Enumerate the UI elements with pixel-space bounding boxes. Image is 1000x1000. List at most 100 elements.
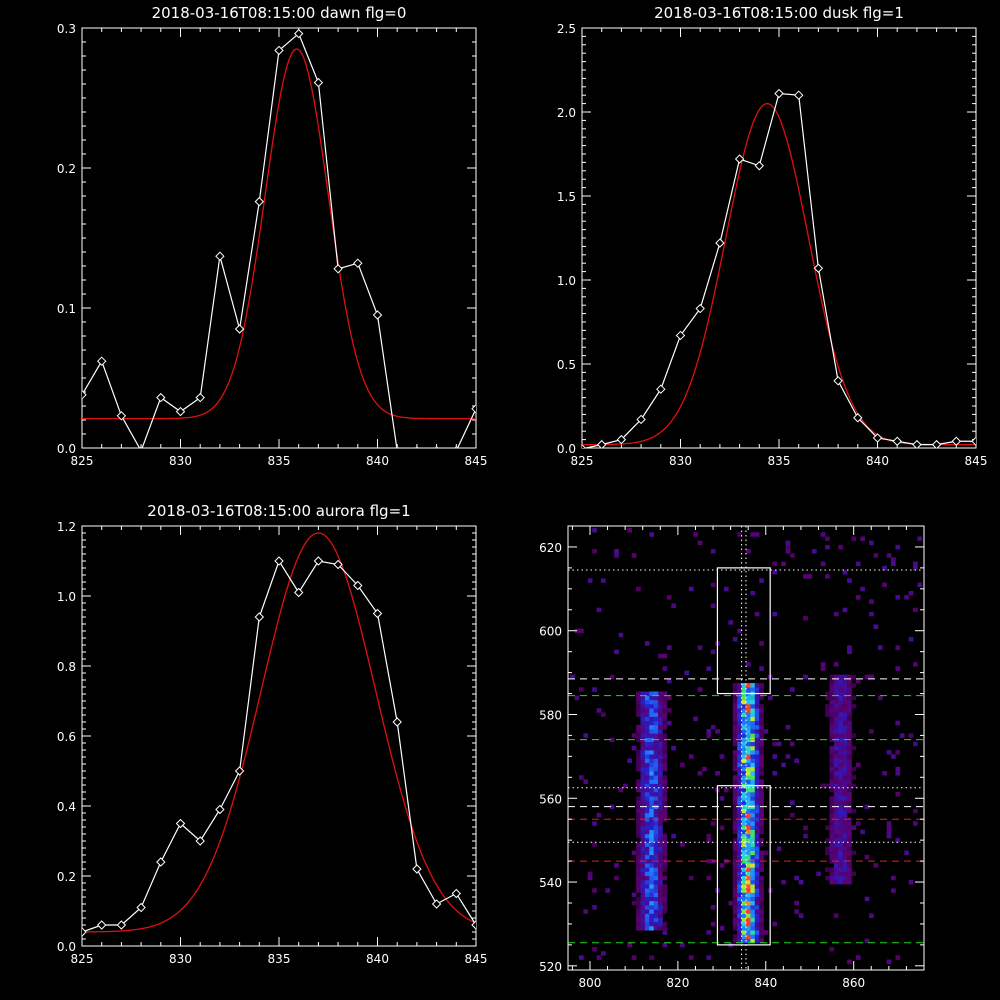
heatmap-pixel <box>754 704 760 709</box>
heatmap-pixel <box>754 825 760 830</box>
heatmap-pixel <box>913 607 918 613</box>
heatmap-pixel <box>697 771 703 776</box>
heatmap-pixel <box>759 884 764 889</box>
heatmap-pixel <box>658 733 663 738</box>
heatmap-pixel <box>891 754 896 759</box>
heatmap-pixel <box>825 875 830 881</box>
heatmap-pixel <box>746 704 751 709</box>
heatmap-pixel <box>829 875 835 881</box>
heatmap-pixel <box>732 888 738 893</box>
heatmap-pixel <box>666 645 672 650</box>
heatmap-pixel <box>737 934 742 939</box>
heatmap-pixel <box>644 817 650 822</box>
heatmap-pixel <box>732 838 738 843</box>
heatmap-pixel <box>649 532 655 537</box>
heatmap-pixel <box>737 917 742 923</box>
heatmap-pixel <box>750 867 756 872</box>
heatmap-pixel <box>759 745 764 751</box>
heatmap-pixel <box>662 896 668 902</box>
heatmap-pixel <box>754 771 760 776</box>
heatmap-pixel <box>649 842 655 847</box>
heatmap-pixel <box>644 879 650 885</box>
heatmap-pixel <box>842 796 848 801</box>
heatmap-pixel <box>864 854 870 860</box>
heatmap-pixel <box>829 745 835 751</box>
heatmap-pixel <box>741 859 747 864</box>
heatmap-pixel <box>851 871 857 877</box>
data-point-diamond <box>215 251 225 261</box>
heatmap-pixel <box>658 750 663 755</box>
heatmap-pixel <box>829 879 835 885</box>
y-tick-label: 0.1 <box>57 302 76 316</box>
heatmap-pixel <box>640 796 646 801</box>
heatmap-pixel <box>864 804 870 810</box>
heatmap-pixel <box>754 892 760 897</box>
heatmap-pixel <box>653 708 659 713</box>
heatmap-pixel <box>851 674 857 680</box>
heatmap-pixel <box>662 708 668 713</box>
heatmap-pixel <box>644 884 650 889</box>
heatmap-pixel <box>644 863 650 868</box>
heatmap-pixel <box>913 565 918 571</box>
heatmap-pixel <box>662 900 668 906</box>
heatmap-pixel <box>649 854 655 860</box>
heatmap-pixel <box>653 909 659 914</box>
heatmap-pixel <box>732 934 738 939</box>
heatmap-pixel <box>631 900 637 906</box>
heatmap-pixel <box>706 833 712 839</box>
heatmap-pixel <box>737 846 742 851</box>
heatmap-pixel <box>732 716 738 722</box>
heatmap-pixel <box>658 716 663 722</box>
heatmap-pixel <box>829 829 835 835</box>
heatmap-pixel <box>662 808 668 814</box>
heatmap-pixel <box>754 879 760 885</box>
heatmap-pixel <box>653 888 659 893</box>
heatmap-pixel <box>658 875 663 881</box>
heatmap-pixel <box>693 532 698 537</box>
heatmap-pixel <box>829 678 835 684</box>
heatmap-pixel <box>833 863 839 868</box>
heatmap-pixel <box>737 850 742 856</box>
heatmap-pixel <box>855 762 861 768</box>
heatmap-pixel <box>587 875 593 881</box>
heatmap-pixel <box>737 712 742 717</box>
heatmap-pixel <box>640 825 646 830</box>
heatmap-pixel <box>583 779 589 784</box>
heatmap-pixel <box>829 808 835 814</box>
extraction-box <box>716 567 771 695</box>
heatmap-pixel <box>644 905 650 910</box>
heatmap-pixel <box>873 863 879 868</box>
panel-dawn: 825 830 835 840 845 0.0 0.1 0.2 0.3 2018-03-16T08… <box>57 4 488 468</box>
heatmap-pixel <box>838 704 843 709</box>
heatmap-pixel <box>838 879 843 885</box>
heatmap-pixel <box>829 699 835 705</box>
data-series-line <box>82 32 476 448</box>
heatmap-pixel <box>662 930 668 935</box>
heatmap-pixel <box>829 846 835 851</box>
heatmap-pixel <box>741 913 747 918</box>
heatmap-pixel <box>649 775 655 780</box>
heatmap-pixel <box>640 741 646 747</box>
heatmap-pixel <box>746 758 751 763</box>
heatmap-pixel <box>746 863 751 868</box>
heatmap-pixel <box>636 833 641 839</box>
heatmap-pixel <box>891 561 896 567</box>
heatmap-pixel <box>838 842 843 847</box>
heatmap-pixel <box>754 875 760 881</box>
heatmap-pixel <box>833 729 839 734</box>
heatmap-pixel <box>833 720 839 726</box>
data-point-diamond <box>395 446 400 448</box>
heatmap-pixel <box>847 863 852 868</box>
y-tick-label: 1.0 <box>57 590 76 604</box>
y-tick-label: 560 <box>539 792 562 806</box>
heatmap-pixel <box>895 791 901 797</box>
heatmap-pixel <box>653 754 659 759</box>
heatmap-pixel <box>741 808 747 814</box>
heatmap-pixel <box>662 800 668 805</box>
heatmap-pixel <box>644 783 650 789</box>
plot-frame <box>81 27 477 449</box>
heatmap-pixel <box>838 787 843 793</box>
heatmap-pixel <box>649 921 655 927</box>
heatmap-pixel <box>829 724 835 730</box>
heatmap-pixel <box>658 812 663 818</box>
